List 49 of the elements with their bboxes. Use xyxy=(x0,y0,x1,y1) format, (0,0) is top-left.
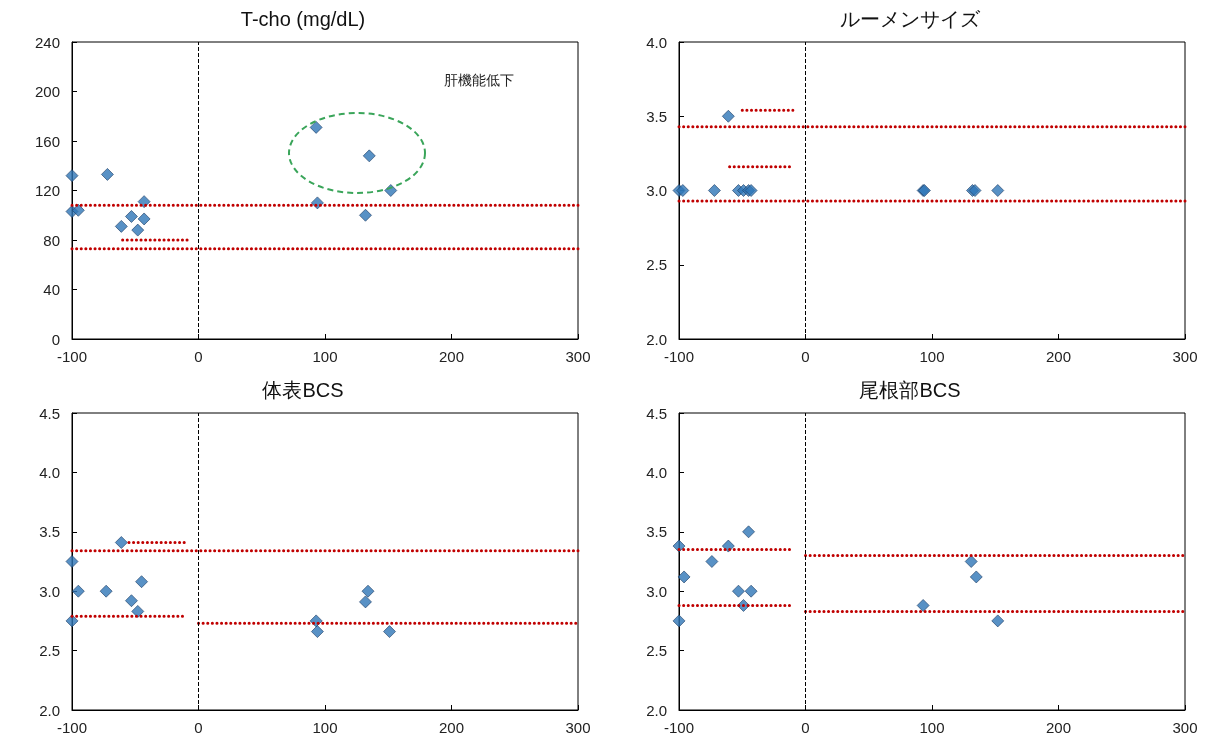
y-tick-label: 4.0 xyxy=(646,33,667,51)
y-tick-label: 80 xyxy=(43,231,60,249)
x-tick-label: -100 xyxy=(56,348,88,365)
x-tick-label: -100 xyxy=(56,719,88,736)
x-tick-label: 0 xyxy=(801,348,810,365)
chart-title: ルーメンサイズ xyxy=(840,8,981,30)
y-tick-label: 3.5 xyxy=(646,523,667,541)
x-tick-label: 100 xyxy=(919,719,945,736)
x-tick-label: 300 xyxy=(1172,348,1198,365)
y-tick-label: 160 xyxy=(34,132,60,150)
chart-title: T-cho (mg/dL) xyxy=(240,8,366,30)
y-tick-label: 2.5 xyxy=(646,642,667,660)
chart-title: 尾根部BCS xyxy=(859,379,961,401)
y-tick-label: 4.0 xyxy=(646,463,667,481)
y-tick-label: 4.5 xyxy=(646,404,667,422)
y-tick-label: 3.0 xyxy=(646,182,667,199)
annotation: 肝機能低下 xyxy=(443,72,514,89)
y-tick-label: 0 xyxy=(51,330,60,348)
x-tick-label: 300 xyxy=(1172,719,1198,736)
x-tick-label: 100 xyxy=(312,719,338,736)
y-tick-label: 200 xyxy=(34,83,60,100)
x-tick-label: 300 xyxy=(565,348,591,365)
y-tick-label: 2.0 xyxy=(646,701,667,719)
y-tick-label: 2.5 xyxy=(646,256,667,274)
x-tick-label: 0 xyxy=(194,719,203,736)
y-tick-label: 3.5 xyxy=(646,107,667,125)
y-tick-label: 40 xyxy=(43,281,60,298)
x-tick-label: 300 xyxy=(565,719,591,736)
x-tick-label: 200 xyxy=(438,719,465,736)
x-tick-label: 200 xyxy=(1045,348,1072,365)
x-tick-label: -100 xyxy=(663,719,695,736)
y-tick-label: 4.5 xyxy=(39,404,60,422)
chart-title: 体表BCS xyxy=(262,379,344,401)
y-tick-label: 4.0 xyxy=(39,463,60,481)
x-tick-label: 100 xyxy=(919,348,945,365)
x-tick-label: 200 xyxy=(1045,719,1072,736)
y-tick-label: 3.5 xyxy=(39,523,60,541)
y-tick-label: 120 xyxy=(34,182,60,199)
x-tick-label: 0 xyxy=(801,719,810,736)
y-tick-label: 3.0 xyxy=(646,582,667,600)
x-tick-label: 200 xyxy=(438,348,465,365)
x-tick-label: 0 xyxy=(194,348,203,365)
y-tick-label: 2.5 xyxy=(39,642,60,660)
y-tick-label: 2.0 xyxy=(646,330,667,348)
y-tick-label: 2.0 xyxy=(39,701,60,719)
x-tick-label: 100 xyxy=(312,348,338,365)
y-tick-label: 3.0 xyxy=(39,582,60,600)
x-tick-label: -100 xyxy=(663,348,695,365)
y-tick-label: 240 xyxy=(34,33,60,51)
